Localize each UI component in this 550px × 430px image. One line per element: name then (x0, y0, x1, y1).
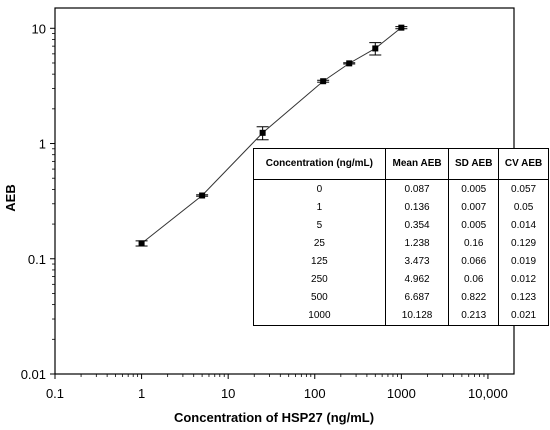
table-cell: 125 (253, 252, 386, 271)
table-cell: 250 (253, 270, 386, 289)
table-header-row: Concentration (ng/mL) Mean AEB SD AEB CV AE… (253, 148, 549, 180)
table-cell: 10.128 (384, 306, 450, 326)
table-cell: 1000 (253, 306, 386, 326)
table-cell: 25 (253, 234, 386, 253)
y-tick-label: 0.01 (21, 367, 46, 382)
x-tick-label: 0.1 (46, 386, 64, 401)
table-cell: 0.005 (448, 216, 500, 235)
table-cell: 0.06 (448, 270, 500, 289)
table-cell: 0.136 (384, 198, 450, 217)
x-tick-label: 10,000 (468, 386, 508, 401)
table-cell: 0 (253, 179, 386, 199)
table-cell: 0.05 (498, 198, 549, 217)
x-tick-label: 1 (138, 386, 145, 401)
table-cell: 0.16 (448, 234, 500, 253)
table-cell: 0.012 (498, 270, 549, 289)
table-row: 500 6.687 0.822 0.123 (253, 288, 549, 307)
table-column-header: Concentration (ng/mL) (253, 148, 386, 180)
data-point (199, 192, 206, 199)
table-column-header: Mean AEB (384, 148, 450, 180)
table-cell: 6.687 (384, 288, 450, 307)
table-cell: 0.007 (448, 198, 500, 217)
table-cell: 3.473 (384, 252, 450, 271)
table-row: 125 3.473 0.066 0.019 (253, 252, 549, 271)
table-row: 25 1.238 0.16 0.129 (253, 234, 549, 253)
table-cell: 0.087 (384, 179, 450, 199)
data-point (259, 129, 266, 136)
table-cell: 0.129 (498, 234, 549, 253)
table-body: 0 0.087 0.005 0.057 1 0.136 0.007 0.05 5 0.354 0.0… (253, 179, 549, 326)
table-row: 250 4.962 0.06 0.012 (253, 270, 549, 289)
x-axis: 0.1 1 10 100 1000 10,000 (46, 374, 508, 401)
y-axis: 0.01 0.1 1 10 (21, 21, 55, 382)
data-point (372, 45, 379, 52)
table-cell: 0.019 (498, 252, 549, 271)
table-cell: 500 (253, 288, 386, 307)
y-tick-label: 1 (39, 137, 46, 152)
table-cell: 0.021 (498, 306, 549, 326)
table-column-header: CV AEB (498, 148, 549, 180)
data-point (398, 24, 405, 31)
x-axis-label: Concentration of HSP27 (ng/mL) (174, 410, 374, 425)
table-cell: 0.057 (498, 179, 549, 199)
table-cell: 0.822 (448, 288, 500, 307)
x-tick-label: 1000 (387, 386, 416, 401)
table-cell: 0.123 (498, 288, 549, 307)
table-cell: 1.238 (384, 234, 450, 253)
statistics-table: Concentration (ng/mL) Mean AEB SD AEB CV AE… (253, 148, 549, 326)
data-series (135, 24, 408, 247)
table-cell: 1 (253, 198, 386, 217)
table-column-header: SD AEB (448, 148, 500, 180)
table-cell: 0.213 (448, 306, 500, 326)
table-cell: 0.354 (384, 216, 450, 235)
table-cell: 0.005 (448, 179, 500, 199)
table-row: 1000 10.128 0.213 0.021 (253, 306, 549, 326)
y-tick-label: 0.1 (28, 252, 46, 267)
table-cell: 0.066 (448, 252, 500, 271)
data-point (138, 240, 145, 247)
x-tick-label: 10 (221, 386, 235, 401)
x-tick-label: 100 (304, 386, 326, 401)
data-point (320, 78, 327, 85)
statistics-table-container: Concentration (ng/mL) Mean AEB SD AEB CV AE… (253, 148, 549, 326)
y-tick-label: 10 (32, 21, 46, 36)
table-cell: 0.014 (498, 216, 549, 235)
data-point (346, 60, 353, 67)
table-row: 0 0.087 0.005 0.057 (253, 179, 549, 199)
table-cell: 5 (253, 216, 386, 235)
table-row: 1 0.136 0.007 0.05 (253, 198, 549, 217)
table-cell: 4.962 (384, 270, 450, 289)
y-axis-label: AEB (3, 184, 18, 211)
table-row: 5 0.354 0.005 0.014 (253, 216, 549, 235)
